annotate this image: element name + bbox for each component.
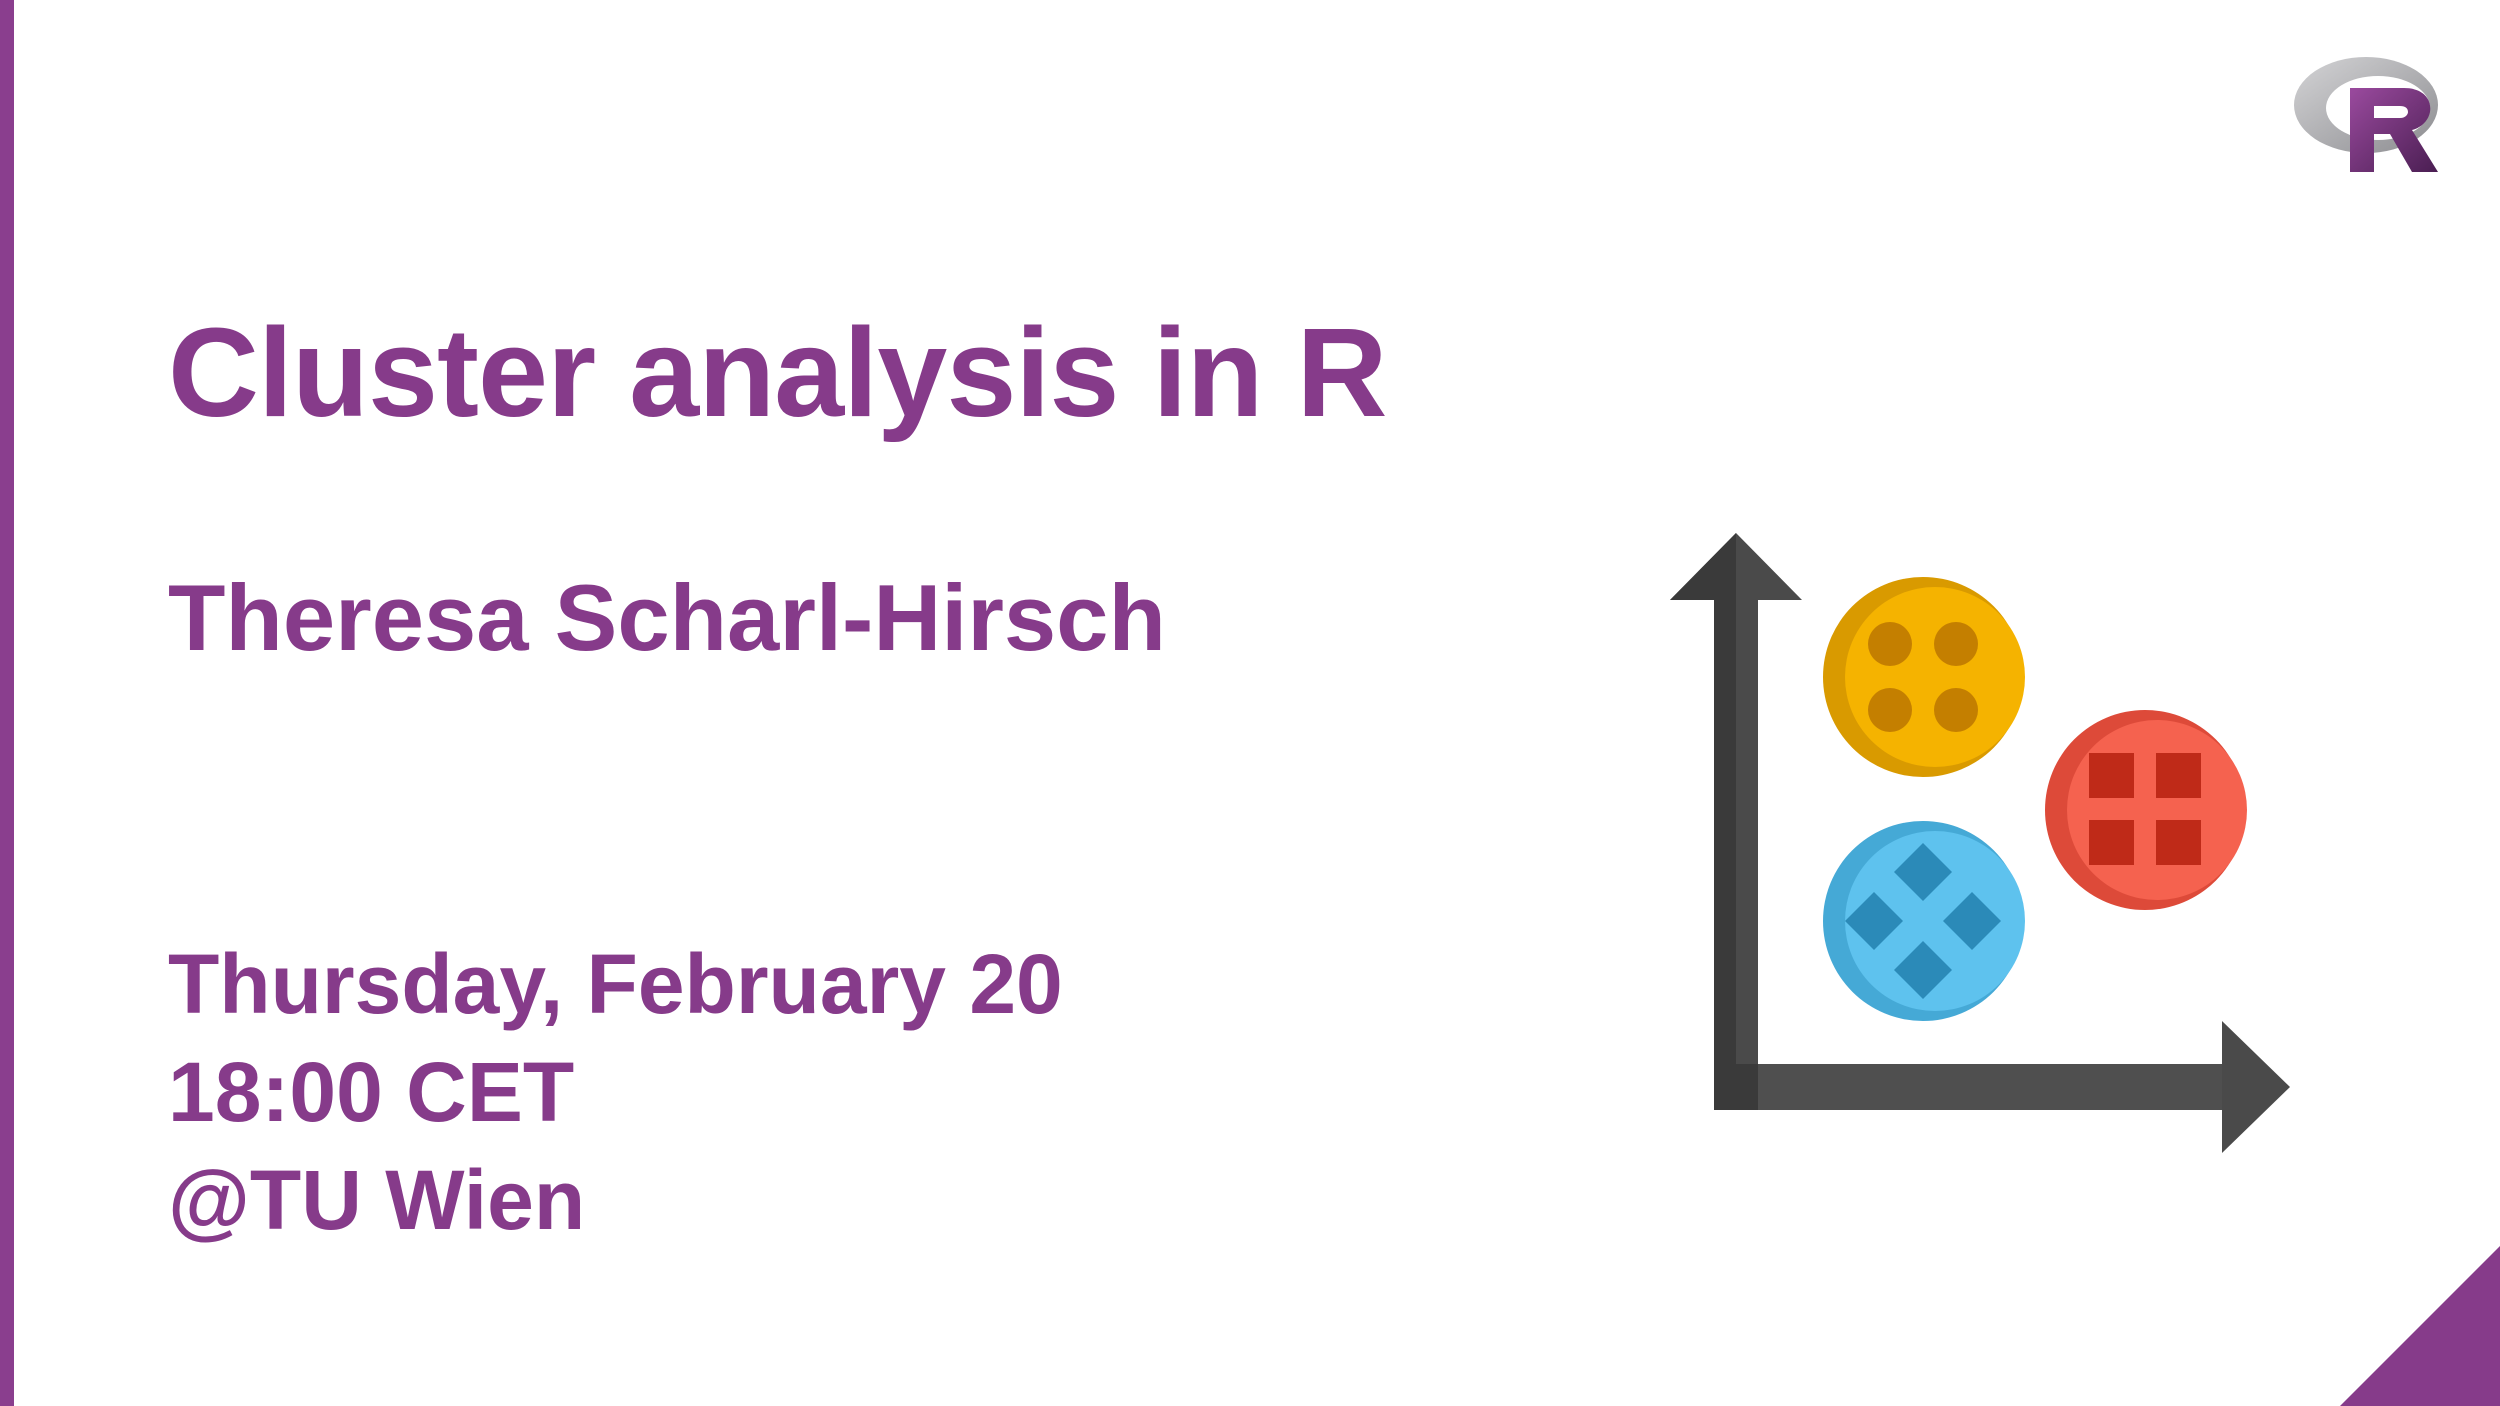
r-logo-letter: R (2292, 50, 2304, 54)
event-location: @TU Wien (168, 1153, 586, 1247)
x-axis-arrow (1714, 1021, 2290, 1153)
event-details: Thursday, February 20 18:00 CET @TU Wien (168, 930, 1063, 1254)
blue-cluster-icon (1823, 821, 2025, 1021)
left-accent-bar (0, 0, 14, 1406)
red-cluster-icon (2045, 710, 2247, 910)
y-axis-arrow (1670, 533, 1802, 1110)
corner-accent-triangle (2340, 1246, 2500, 1406)
event-date: Thursday, February 20 (168, 937, 1063, 1031)
r-logo-icon: R (2292, 50, 2438, 172)
event-time: 18:00 CET (168, 1045, 575, 1139)
cluster-scatter-icon (1670, 533, 2290, 1153)
yellow-cluster-icon (1823, 577, 2025, 777)
slide-title: Cluster analysis in R (168, 302, 1387, 443)
presenter-name: Theresa Scharl-Hirsch (168, 565, 1166, 670)
